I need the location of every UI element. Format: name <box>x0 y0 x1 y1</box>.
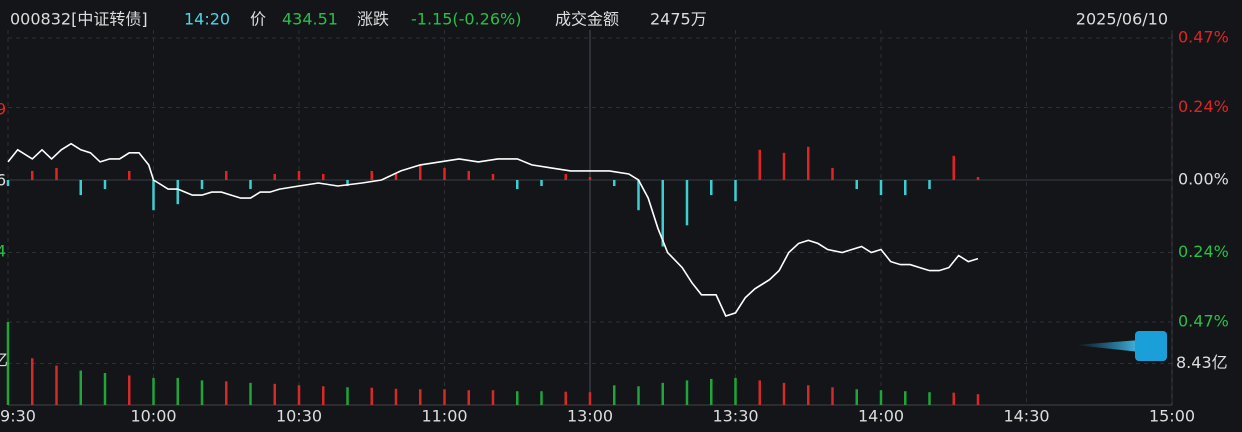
volume-tick-label: 8.43亿 <box>1176 353 1228 372</box>
left-label: 4 <box>0 242 6 261</box>
time: 14:20 <box>184 10 230 29</box>
x-tick-label: 9:30 <box>0 407 36 426</box>
y-tick-label: 0.00% <box>1178 170 1229 189</box>
x-tick-label: 13:00 <box>567 407 613 426</box>
x-tick-label: 15:00 <box>1149 407 1195 426</box>
amount: 2475万 <box>650 10 707 29</box>
y-tick-label: 0.47% <box>1178 312 1229 331</box>
icon[interactable] <box>1135 331 1167 361</box>
price: 434.51 <box>282 10 338 29</box>
x-tick-label: 11:00 <box>421 407 467 426</box>
header: 000832[中证转债] 14:20 价 434.51 涨跌 -1.15(-0.… <box>10 10 1168 29</box>
x-tick-label: 10:30 <box>276 407 322 426</box>
change: -1.15(-0.26%) <box>411 10 521 29</box>
price-label: 价 <box>250 10 266 29</box>
y-tick-label: 0.47% <box>1178 28 1229 47</box>
x-tick-label: 14:00 <box>858 407 904 426</box>
x-tick-label: 14:30 <box>1003 407 1049 426</box>
icon-glow <box>1075 340 1140 352</box>
x-tick-label: 10:00 <box>130 407 176 426</box>
code: 000832[中证转债] <box>10 10 148 29</box>
left-label: 6 <box>0 171 6 190</box>
y-tick-label: 0.24% <box>1178 242 1229 261</box>
left-label: 9 <box>0 100 6 119</box>
left-label: 亿 <box>0 351 8 370</box>
date: 2025/06/10 <box>1076 10 1168 29</box>
change-label: 涨跌 <box>357 10 389 29</box>
amount-label: 成交金额 <box>555 10 619 29</box>
price-line <box>7 142 979 317</box>
x-tick-label: 13:30 <box>712 407 758 426</box>
y-tick-label: 0.24% <box>1178 97 1229 116</box>
